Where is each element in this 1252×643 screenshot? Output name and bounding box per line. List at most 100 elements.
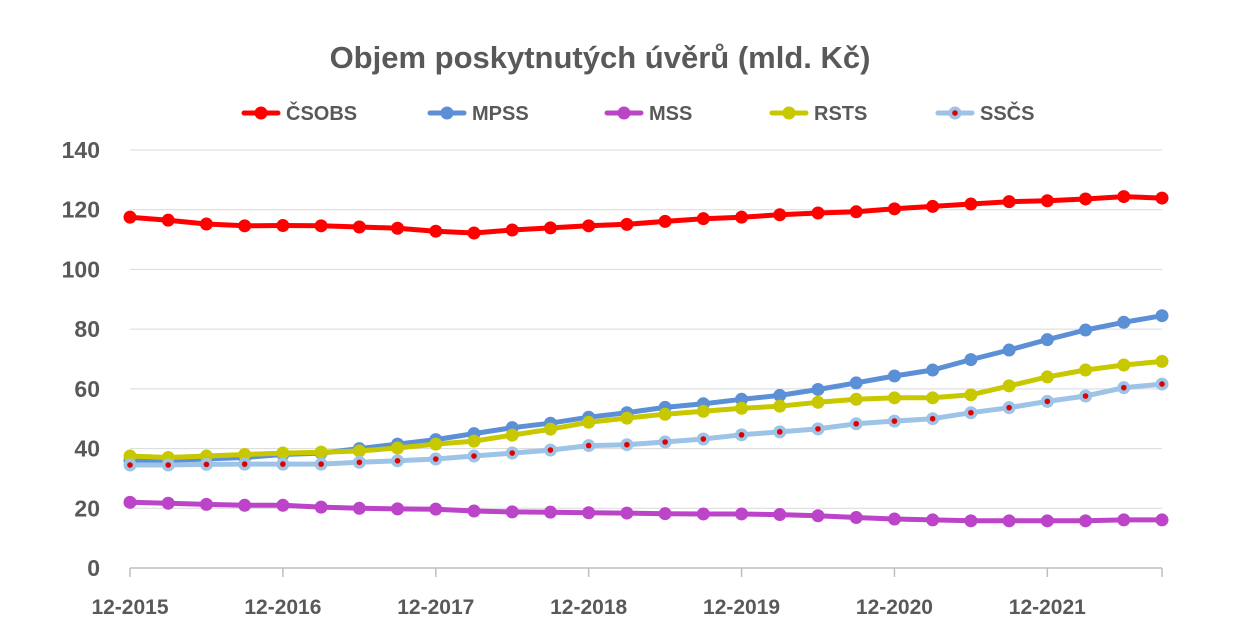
data-point-center: [165, 462, 172, 468]
data-point: [620, 411, 634, 425]
x-tick-label: 12-2018: [550, 596, 627, 619]
data-point: [811, 509, 825, 523]
legend-item-rsts: RSTS: [769, 103, 867, 125]
data-point: [926, 391, 940, 405]
data-point-center: [1044, 398, 1051, 405]
data-point: [1117, 513, 1131, 527]
data-point-center: [968, 409, 974, 416]
legend-label: SSČS: [980, 101, 1034, 125]
data-point: [735, 401, 749, 415]
legend-item-mss: MSS: [604, 103, 692, 125]
y-tick-label: 120: [62, 197, 100, 223]
data-point-center: [700, 436, 707, 442]
data-point: [926, 199, 940, 213]
legend-label: RSTS: [814, 103, 867, 125]
legend-label: MSS: [649, 103, 692, 125]
data-point: [505, 428, 519, 442]
data-point: [849, 392, 863, 406]
data-point: [314, 219, 328, 233]
data-point: [314, 500, 328, 514]
data-point: [543, 221, 557, 235]
data-point: [773, 508, 787, 522]
data-point: [735, 210, 749, 224]
data-point: [543, 505, 557, 519]
data-point: [1155, 354, 1169, 368]
series-line: [127, 381, 1165, 468]
legend-item-sscs: SSČS: [935, 101, 1034, 125]
data-point-center: [776, 429, 783, 435]
data-point: [123, 449, 137, 463]
data-point: [582, 219, 596, 233]
data-point: [276, 446, 290, 460]
chart-title: Objem poskytnutých úvěrů (mld. Kč): [330, 40, 871, 75]
data-point: [887, 391, 901, 405]
x-tick-label: 12-2021: [1009, 596, 1086, 619]
data-point: [658, 214, 672, 228]
data-point-center: [509, 450, 516, 456]
data-point: [1002, 343, 1016, 357]
data-point: [161, 213, 175, 227]
data-point: [1155, 513, 1169, 527]
data-point: [123, 210, 137, 224]
y-tick-label: 80: [74, 316, 100, 342]
data-point: [1155, 191, 1169, 205]
data-point: [964, 197, 978, 211]
data-point: [429, 437, 443, 451]
x-tick-label: 12-2020: [856, 596, 933, 619]
data-point: [429, 224, 443, 238]
data-point: [887, 512, 901, 526]
y-tick-label: 40: [74, 436, 100, 462]
series-rsts: [123, 354, 1169, 465]
data-point: [1040, 194, 1054, 208]
data-point-center: [203, 461, 210, 468]
data-point-center: [738, 432, 745, 438]
data-point: [735, 392, 749, 406]
data-point: [811, 206, 825, 220]
data-point-center: [662, 439, 668, 445]
data-point-center: [318, 461, 324, 467]
data-point: [1117, 358, 1131, 372]
data-point: [161, 496, 175, 510]
series-sscs: [123, 377, 1169, 472]
data-point: [582, 506, 596, 520]
data-point-center: [853, 420, 860, 427]
legend-label: MPSS: [472, 103, 529, 125]
legend-swatch-marker: [440, 106, 454, 120]
data-point: [1155, 309, 1169, 323]
data-point: [887, 202, 901, 216]
x-tick-label: 12-2017: [397, 596, 474, 619]
series-line: [127, 499, 1165, 524]
data-point: [238, 219, 252, 233]
series-mss: [123, 495, 1169, 528]
data-point: [1117, 190, 1131, 204]
data-point-center: [241, 461, 248, 467]
data-point: [352, 444, 366, 458]
data-point: [352, 220, 366, 234]
data-point-center: [1159, 381, 1165, 387]
data-point: [849, 511, 863, 525]
data-point: [505, 505, 519, 519]
data-point: [696, 507, 710, 521]
data-point-center: [547, 447, 554, 453]
data-point-center: [356, 459, 363, 466]
y-tick-label: 60: [74, 376, 100, 402]
y-axis: 0 20 40 60 80 100 120 140: [62, 137, 100, 581]
legend-swatch-marker-center: [952, 110, 958, 116]
data-point-center: [929, 415, 936, 422]
data-point: [696, 212, 710, 226]
data-point: [467, 504, 481, 518]
data-point: [238, 448, 252, 462]
data-point-center: [815, 426, 821, 432]
data-point-center: [127, 462, 133, 468]
data-point: [199, 217, 213, 231]
data-point-center: [1120, 384, 1127, 391]
x-tick-label: 12-2016: [244, 596, 321, 619]
data-point: [773, 399, 787, 413]
data-point: [1079, 323, 1093, 337]
data-point: [773, 388, 787, 402]
data-point: [926, 513, 940, 527]
legend-swatch-marker: [617, 106, 631, 120]
data-point-center: [891, 418, 898, 424]
data-point: [314, 445, 328, 459]
data-point: [696, 404, 710, 418]
